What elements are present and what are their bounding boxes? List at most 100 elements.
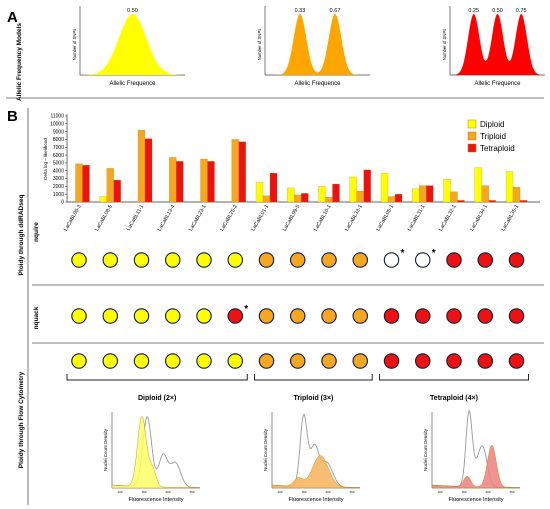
ploidy-call-tetraploid bbox=[477, 308, 493, 324]
histogram-triploid: 100 150 200 250 Nuclei Count Density Fluoresc… bbox=[263, 412, 361, 503]
bar-tetraploid bbox=[457, 200, 465, 203]
sample-label: LaCaBL09-5 bbox=[282, 204, 302, 232]
bar-tetraploid bbox=[519, 200, 528, 203]
sample-label: LaCaBL06-3 bbox=[63, 204, 83, 232]
y-tick-label: 11000 bbox=[50, 114, 64, 120]
ploidy-call-triploid bbox=[289, 252, 306, 268]
ploidy-call-tetraploid bbox=[446, 308, 462, 324]
bar-triploid bbox=[294, 194, 302, 203]
ploidy-call-diploid bbox=[227, 252, 244, 268]
discordant-asterisk: * bbox=[432, 248, 436, 259]
sample-label: LaCaBL23-1 bbox=[188, 204, 208, 232]
bar-tetraploid bbox=[144, 138, 153, 203]
bar-triploid bbox=[106, 168, 114, 203]
histogram-tick-label: 250 bbox=[509, 490, 514, 494]
ploidy-call-tetraploid bbox=[477, 353, 493, 369]
ploidy-call-diploid bbox=[71, 308, 87, 324]
ploidy-call-diploid bbox=[196, 308, 212, 324]
ploidy-call-diploid bbox=[227, 353, 244, 369]
sample-histogram bbox=[271, 455, 361, 489]
y-tick-label: 3000 bbox=[53, 176, 64, 182]
ploidy-call-triploid bbox=[321, 308, 337, 324]
sample-label: LaCaBL13-4 bbox=[157, 204, 177, 232]
histogram-tick-label: 150 bbox=[141, 490, 146, 494]
model-x-label: Allelic Frequence bbox=[294, 81, 341, 87]
sample-label: LaCaBL33-1 bbox=[344, 204, 364, 232]
panel-b-side-label-flow: Ploidy through Flow Cytometry bbox=[18, 371, 25, 468]
ploidy-call-triploid bbox=[352, 252, 368, 268]
sample-label: LaCaBL01-1 bbox=[250, 204, 270, 232]
histogram-tick-label: 100 bbox=[437, 490, 442, 494]
ploidy-call-tetraploid bbox=[383, 308, 400, 324]
legend-label-tetraploid: Tetraploid bbox=[480, 144, 515, 153]
bar-triploid bbox=[325, 197, 333, 203]
bar-triploid bbox=[419, 185, 427, 203]
sample-label: LaCaBL11-1 bbox=[126, 204, 146, 232]
ploidy-call-tetraploid bbox=[508, 308, 525, 324]
ploidy-call-diploid bbox=[165, 353, 181, 369]
y-tick-label: 1000 bbox=[53, 192, 64, 198]
ploidy-call-diploid bbox=[102, 308, 119, 324]
ploidy-call-triploid bbox=[289, 308, 306, 324]
bar-triploid bbox=[200, 158, 208, 203]
nquire-row-label: nquire bbox=[33, 222, 40, 242]
histogram-diploid: 100 150 200 250 Nuclei Count Density Fluoresc… bbox=[103, 412, 201, 503]
nquack-row-label: nquack bbox=[33, 306, 40, 329]
bar-tetraploid bbox=[394, 194, 403, 203]
ploidy-call-triploid bbox=[258, 308, 275, 324]
peak-label: 0.75 bbox=[516, 8, 527, 14]
sample-label: LaCaBL25-2 bbox=[219, 204, 239, 232]
panel-b-side-label-ddradseq: Ploidy through ddRADseq bbox=[18, 195, 25, 276]
panel-a-side-label: Allelic Frequency Models bbox=[16, 23, 23, 101]
histogram-y-label: Nuclei Count Density bbox=[263, 428, 268, 471]
bar-tetraploid bbox=[332, 183, 340, 203]
sample-histogram bbox=[431, 445, 521, 489]
y-tick-label: 2000 bbox=[53, 184, 64, 190]
bar-diploid bbox=[412, 188, 420, 203]
ploidy-call-triploid bbox=[258, 353, 275, 369]
ploidy-call-rows: * * * bbox=[71, 248, 525, 369]
histogram-y-label: Nuclei Count Density bbox=[423, 428, 428, 471]
bar-diploid bbox=[380, 172, 389, 203]
histogram-tick-label: 200 bbox=[325, 490, 330, 494]
bar-chart-legend: Diploid Triploid Tetraploid bbox=[467, 119, 515, 153]
bar-tetraploid bbox=[82, 165, 90, 203]
peak-label: 0.50 bbox=[127, 8, 138, 14]
y-tick-label: 8000 bbox=[53, 137, 64, 143]
bar-tetraploid bbox=[207, 161, 215, 203]
bar-diploid bbox=[287, 187, 295, 203]
bar-triploid bbox=[481, 185, 489, 203]
ploidy-call-triploid bbox=[352, 308, 368, 324]
allelic-frequency-models: 0.50 Number of SNPs Allelic Frequence 0.33 0… bbox=[72, 6, 545, 87]
y-tick-label: 4000 bbox=[53, 168, 64, 174]
group-label-tetraploid: Tetraploid (4×) bbox=[430, 395, 478, 402]
bar-y-axis-label: Delta log – likelihood bbox=[43, 138, 48, 180]
histogram-tick-label: 200 bbox=[165, 490, 170, 494]
histogram-tick-label: 200 bbox=[485, 490, 490, 494]
legend-swatch-triploid bbox=[467, 131, 477, 141]
legend-label-diploid: Diploid bbox=[480, 120, 504, 129]
allelic-frequency-curve bbox=[80, 14, 185, 75]
ploidy-call-tetraploid bbox=[508, 353, 525, 369]
peak-label: 0.50 bbox=[492, 8, 503, 14]
ploidy-call-tetraploid bbox=[508, 252, 525, 268]
bar-tetraploid bbox=[363, 169, 371, 203]
ploidy-call-tetraploid bbox=[383, 353, 400, 369]
legend-swatch-tetraploid bbox=[467, 143, 477, 153]
model-x-label: Allelic Frequence bbox=[109, 81, 156, 87]
peak-label: 0.33 bbox=[295, 8, 306, 14]
ploidy-call-triploid bbox=[321, 353, 337, 369]
sample-label: LaCaBL34-1 bbox=[469, 204, 489, 232]
flow-cytometry-histograms: 100 150 200 250 Nuclei Count Density Fluoresc… bbox=[103, 409, 521, 503]
model-y-label: Number of SNPs bbox=[72, 29, 77, 60]
group-bracket bbox=[379, 374, 529, 381]
bar-tetraploid bbox=[301, 193, 309, 203]
group-label-triploid: Triploid (3×) bbox=[293, 395, 333, 402]
ploidy-call-triploid bbox=[321, 252, 337, 268]
histogram-tick-label: 250 bbox=[189, 490, 194, 494]
sample-label: LaCaBL10-1 bbox=[313, 204, 333, 232]
ploidy-call-diploid bbox=[196, 353, 212, 369]
bar-triploid bbox=[387, 196, 396, 203]
sample-label: LaCaBL32-1 bbox=[438, 204, 458, 232]
